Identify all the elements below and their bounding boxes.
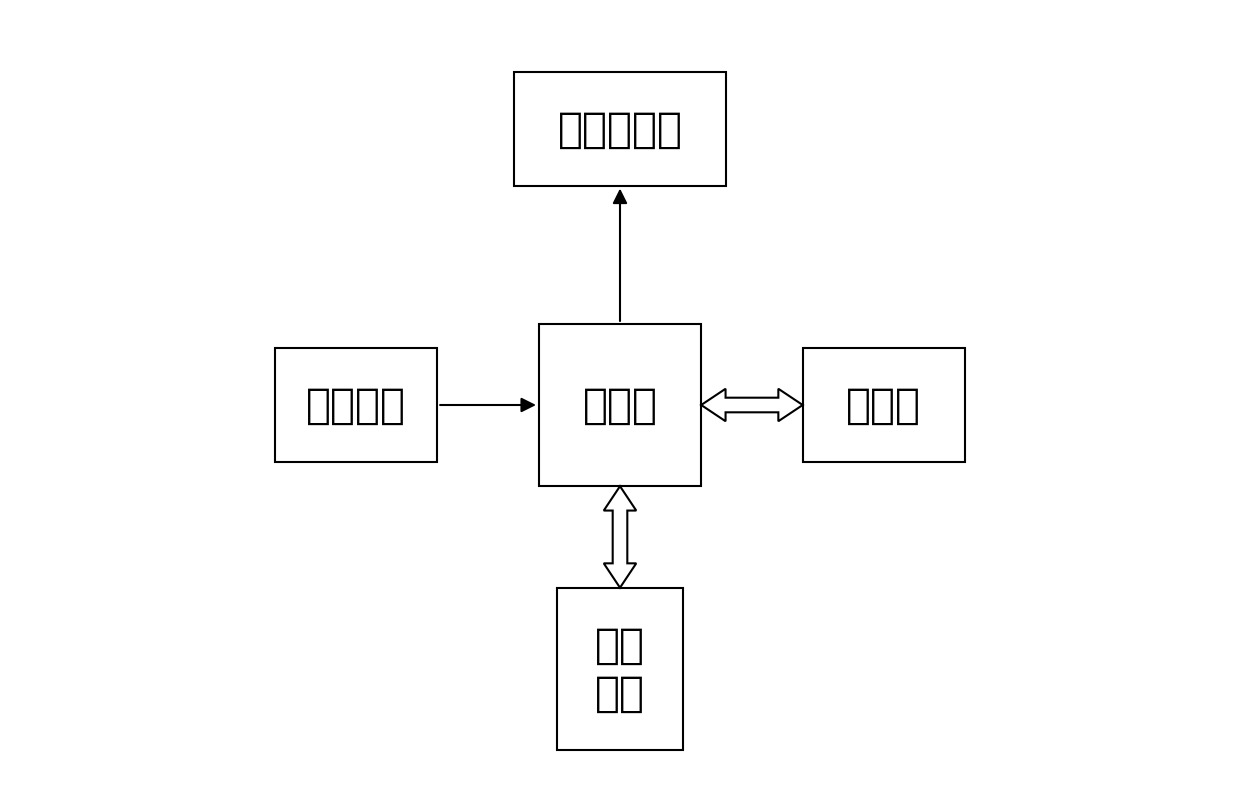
Polygon shape — [701, 389, 802, 422]
Bar — [515, 73, 725, 187]
Text: 处理器: 处理器 — [583, 384, 657, 427]
Text: 测量组件: 测量组件 — [306, 384, 407, 427]
Bar — [275, 349, 438, 462]
Text: 通信
单元: 通信 单元 — [595, 624, 645, 714]
Text: 触控显示屏: 触控显示屏 — [558, 109, 682, 151]
Bar — [557, 588, 683, 750]
Polygon shape — [604, 487, 636, 588]
Text: 存储器: 存储器 — [847, 384, 921, 427]
Bar — [802, 349, 965, 462]
Bar — [539, 324, 701, 487]
